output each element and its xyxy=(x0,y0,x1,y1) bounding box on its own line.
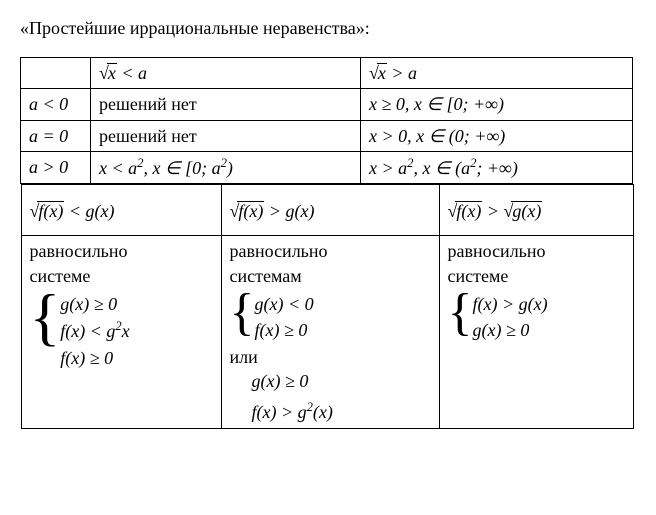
cell-solution: x > 0, x ∈ (0; +∞) xyxy=(361,120,633,151)
header-sqrt-f-gt-g: √f(x) > g(x) xyxy=(221,185,439,236)
system-line: g(x) ≥ 0 xyxy=(472,318,547,342)
system-brace: { g(x) < 0 f(x) ≥ 0 xyxy=(230,290,431,345)
system-line: f(x) ≥ 0 xyxy=(60,346,129,370)
table-row: a < 0 решений нет x ≥ 0, x ∈ [0; +∞) xyxy=(21,89,633,120)
header-sqrt-x-gt-a: √x > a xyxy=(361,58,633,89)
top-table: √x < a √x > a a < 0 решений нет x ≥ 0, x… xyxy=(20,57,633,429)
cell-no-solutions: решений нет xyxy=(91,89,361,120)
bottom-table: √f(x) < g(x) √f(x) > g(x) √f(x) > √g(x) … xyxy=(21,184,634,428)
system-line: g(x) ≥ 0 xyxy=(252,369,431,393)
cell-solution: x ≥ 0, x ∈ [0; +∞) xyxy=(361,89,633,120)
system-line: f(x) > g2(x) xyxy=(252,399,431,424)
intro-text: равносильно xyxy=(448,239,625,263)
table-row: равносильно системе { g(x) ≥ 0 f(x) < g2… xyxy=(21,236,633,428)
brace-icon: { xyxy=(448,290,471,337)
table-row: a > 0 x < a2, x ∈ [0; a2) x > a2, x ∈ (a… xyxy=(21,151,633,183)
system-line: f(x) ≥ 0 xyxy=(254,318,313,342)
intro-text: системам xyxy=(230,264,431,288)
cond-cell: a > 0 xyxy=(21,151,91,183)
cell-no-solutions: решений нет xyxy=(91,120,361,151)
page-title: «Простейшие иррациональные неравенства»: xyxy=(20,18,636,39)
system-line: f(x) > g(x) xyxy=(472,292,547,316)
or-text: или xyxy=(230,345,431,369)
equiv-systems-2: равносильно системам { g(x) < 0 f(x) ≥ 0… xyxy=(221,236,439,428)
cell-solution: x < a2, x ∈ [0; a2) xyxy=(91,151,361,183)
brace-icon: { xyxy=(230,290,253,337)
system-brace: { f(x) > g(x) g(x) ≥ 0 xyxy=(448,290,625,345)
intro-text: системе xyxy=(448,264,625,288)
cond-cell: a = 0 xyxy=(21,120,91,151)
system-line: g(x) ≥ 0 xyxy=(60,292,129,316)
intro-text: равносильно xyxy=(30,239,213,263)
brace-icon: { xyxy=(30,290,59,344)
header-sqrt-f-gt-sqrt-g: √f(x) > √g(x) xyxy=(439,185,633,236)
equiv-system-3: равносильно системе { f(x) > g(x) g(x) ≥… xyxy=(439,236,633,428)
table-row: a = 0 решений нет x > 0, x ∈ (0; +∞) xyxy=(21,120,633,151)
table-row: √f(x) < g(x) √f(x) > g(x) √f(x) > √g(x) xyxy=(21,185,633,236)
intro-text: равносильно xyxy=(230,239,431,263)
cond-cell: a < 0 xyxy=(21,89,91,120)
empty-cell xyxy=(21,58,91,89)
system-brace: { g(x) ≥ 0 f(x) < g2x f(x) ≥ 0 xyxy=(30,290,213,372)
cell-solution: x > a2, x ∈ (a2; +∞) xyxy=(361,151,633,183)
table-row: √f(x) < g(x) √f(x) > g(x) √f(x) > √g(x) … xyxy=(21,184,633,429)
equiv-system-1: равносильно системе { g(x) ≥ 0 f(x) < g2… xyxy=(21,236,221,428)
table-row: √x < a √x > a xyxy=(21,58,633,89)
header-sqrt-f-lt-g: √f(x) < g(x) xyxy=(21,185,221,236)
system-line: f(x) < g2x xyxy=(60,318,129,343)
system-line: g(x) < 0 xyxy=(254,292,313,316)
header-sqrt-x-lt-a: √x < a xyxy=(91,58,361,89)
